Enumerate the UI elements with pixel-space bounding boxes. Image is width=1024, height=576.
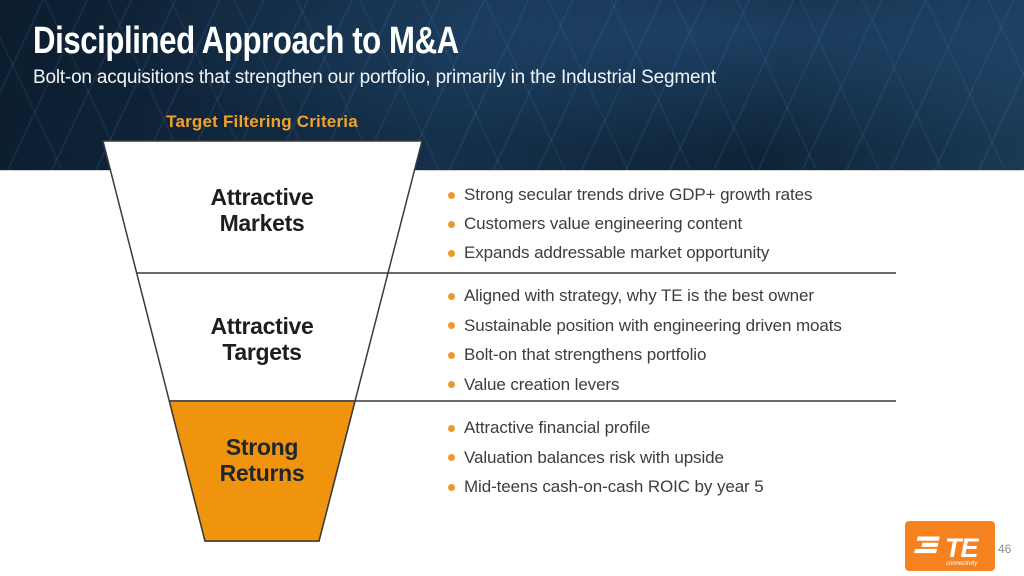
list-item: Expands addressable market opportunity xyxy=(448,238,918,267)
bullet-icon xyxy=(448,322,455,330)
stage-label-attractive-markets: Attractive Markets xyxy=(210,184,314,236)
stage-label-strong-returns: Strong Returns xyxy=(219,434,305,486)
bullet-text: Attractive financial profile xyxy=(464,418,651,437)
slide-subtitle: Bolt-on acquisitions that strengthen our… xyxy=(33,67,716,88)
bullet-text: Sustainable position with engineering dr… xyxy=(464,315,842,335)
funnel-heading: Target Filtering Criteria xyxy=(166,112,358,131)
bullet-group-strong-returns: Attractive financial profile Valuation b… xyxy=(448,413,918,502)
bullet-icon xyxy=(448,424,455,432)
bullet-text: Expands addressable market opportunity xyxy=(464,243,770,262)
bullet-icon xyxy=(448,191,455,199)
te-logo-tagline: connectivity xyxy=(946,561,978,567)
bullet-group-attractive-targets: Aligned with strategy, why TE is the bes… xyxy=(448,281,918,399)
stage-label-attractive-targets: Attractive Targets xyxy=(210,313,314,365)
bullet-icon xyxy=(448,292,455,300)
slide-title: Disciplined Approach to M&A xyxy=(33,20,459,62)
list-item: Sustainable position with engineering dr… xyxy=(448,311,918,341)
list-item: Bolt-on that strengthens portfolio xyxy=(448,340,918,370)
bullet-group-attractive-markets: Strong secular trends drive GDP+ growth … xyxy=(448,180,918,267)
te-logo-bars-icon xyxy=(914,536,940,554)
bullet-icon xyxy=(448,454,455,462)
list-item: Aligned with strategy, why TE is the bes… xyxy=(448,281,918,311)
list-item: Strong secular trends drive GDP+ growth … xyxy=(448,180,918,209)
bullet-icon xyxy=(448,220,455,228)
te-logo-icon: TE connectivity xyxy=(914,533,980,567)
te-logo-wordmark: TE xyxy=(945,533,979,563)
list-item: Mid-teens cash-on-cash ROIC by year 5 xyxy=(448,472,918,502)
bullet-text: Bolt-on that strengthens portfolio xyxy=(464,345,707,364)
list-item: Valuation balances risk with upside xyxy=(448,443,918,473)
list-item: Value creation levers xyxy=(448,370,918,400)
funnel-bottom-stage xyxy=(168,400,356,542)
bullet-icon xyxy=(448,483,455,491)
list-item: Customers value engineering content xyxy=(448,209,918,238)
list-item: Attractive financial profile xyxy=(448,413,918,443)
bullet-text: Valuation balances risk with upside xyxy=(464,447,724,467)
bullet-icon xyxy=(448,249,455,257)
bullet-text: Strong secular trends drive GDP+ growth … xyxy=(464,185,813,204)
bullet-icon xyxy=(448,381,455,389)
bullet-text: Customers value engineering content xyxy=(464,214,743,233)
bullet-icon xyxy=(448,351,455,359)
te-connectivity-logo: TE connectivity xyxy=(905,521,995,571)
bullet-text: Aligned with strategy, why TE is the bes… xyxy=(464,286,814,305)
bullet-text: Value creation levers xyxy=(464,374,620,394)
page-number: 46 xyxy=(998,542,1012,556)
bullet-text: Mid-teens cash-on-cash ROIC by year 5 xyxy=(464,477,764,496)
